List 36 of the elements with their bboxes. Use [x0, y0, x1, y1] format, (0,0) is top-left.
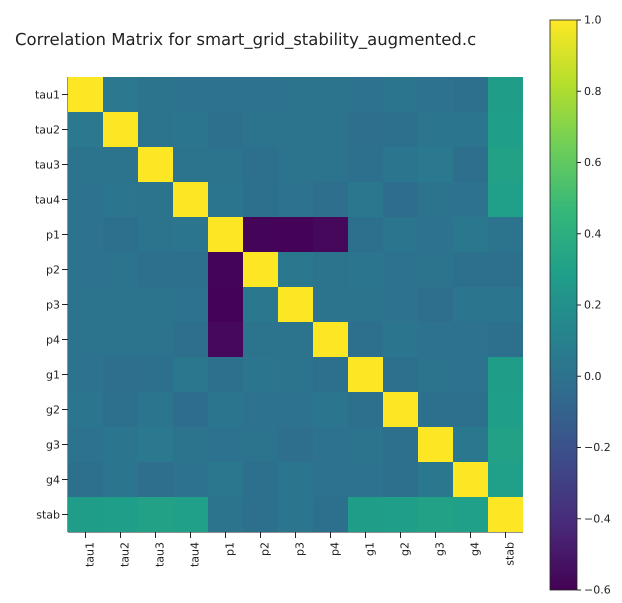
- x-tick-label: tau1: [83, 542, 96, 568]
- x-tick-label: stab: [503, 542, 516, 566]
- y-tick-label: p1: [46, 228, 60, 242]
- y-tick-label: p3: [46, 298, 60, 312]
- x-tick-label: p1: [223, 542, 236, 556]
- y-tick-label: p4: [46, 333, 60, 346]
- x-tick-label: g2: [398, 542, 412, 556]
- y-tick-label: tau2: [34, 123, 60, 136]
- x-tick-label: g3: [433, 542, 446, 556]
- y-tick-label: g4: [46, 473, 60, 486]
- color-bar-label: 0.2: [584, 298, 602, 312]
- y-tick-label: p2: [46, 263, 60, 276]
- x-tick-label: p3: [293, 542, 306, 556]
- color-bar-label: 0.0: [584, 370, 602, 383]
- x-tick-label: g1: [363, 542, 376, 556]
- color-bar-label: 0.6: [584, 156, 602, 169]
- color-bar-label: −0.6: [584, 584, 611, 596]
- x-tick-label: g4: [468, 542, 482, 556]
- color-bar-label: −0.2: [584, 441, 611, 454]
- chart-title: Correlation Matrix for smart_grid_stability_augmented.c: [15, 30, 476, 49]
- x-tick-label: tau3: [153, 542, 166, 568]
- color-bar-label: 0.4: [584, 227, 602, 240]
- x-tick-label: tau4: [188, 542, 202, 568]
- color-bar-label: 1.0: [584, 14, 602, 26]
- y-tick-label: g1: [46, 368, 60, 382]
- y-tick-label: stab: [36, 508, 60, 522]
- color-bar-label: 0.8: [584, 84, 602, 98]
- y-tick-label: tau4: [34, 193, 60, 206]
- x-tick-label: p2: [258, 542, 272, 556]
- y-tick-label: tau1: [34, 88, 60, 102]
- x-tick-label: p4: [328, 542, 342, 556]
- y-tick-label: g3: [46, 438, 60, 452]
- y-tick-label: g2: [46, 403, 60, 416]
- y-tick-label: tau3: [34, 158, 60, 172]
- color-bar-label: −0.4: [584, 512, 611, 526]
- x-tick-label: tau2: [118, 542, 132, 568]
